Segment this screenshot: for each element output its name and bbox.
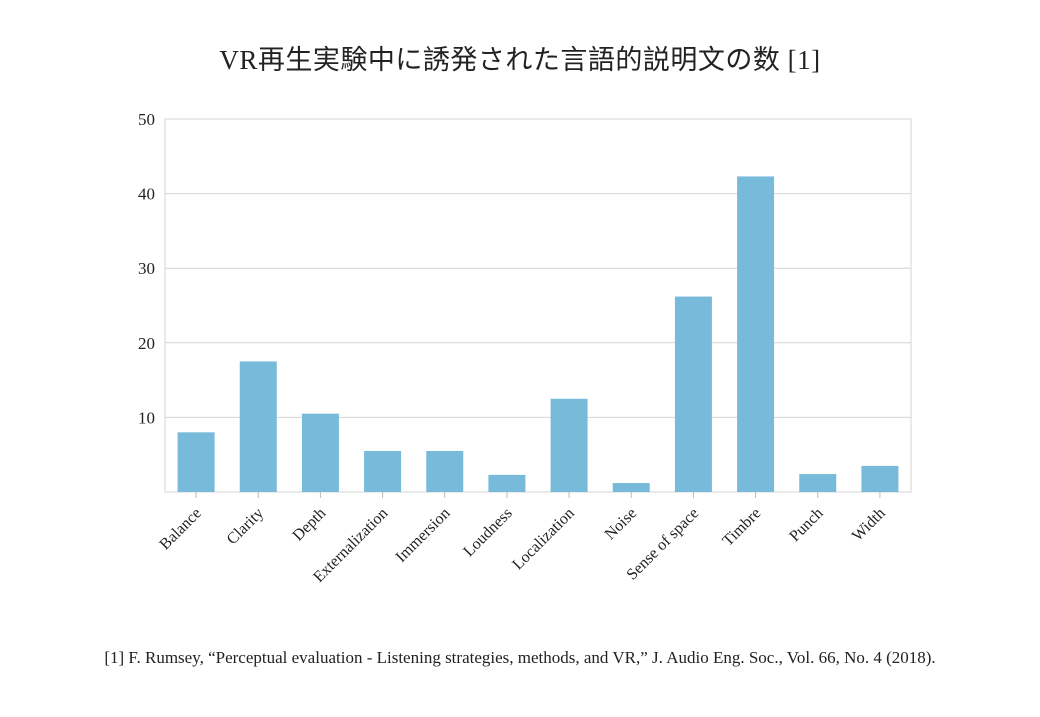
bar-localization <box>550 398 588 492</box>
bar-clarity <box>239 361 277 492</box>
grid-lines <box>165 118 911 418</box>
bar-externalization <box>364 450 402 492</box>
x-tick-label: Width <box>849 505 889 545</box>
bar-noise <box>612 483 650 492</box>
x-tick-label: Immersion <box>393 505 454 566</box>
y-tick-label: 40 <box>138 185 155 204</box>
chart-title: VR再生実験中に誘発された言語的説明文の数 [1] <box>219 45 821 75</box>
x-tick-label: Noise <box>602 505 640 543</box>
x-tick-label: Timbre <box>719 505 764 550</box>
bar-loudness <box>488 474 526 492</box>
y-tick-label: 50 <box>138 110 155 129</box>
y-tick-label: 20 <box>138 334 155 353</box>
x-tick-label: Localization <box>509 505 578 574</box>
bar-punch <box>799 474 837 492</box>
x-tick-label: Depth <box>290 505 330 545</box>
bar-immersion <box>426 450 464 492</box>
citation: [1] F. Rumsey, “Perceptual evaluation - … <box>104 648 936 667</box>
x-tick-label: Punch <box>786 505 826 545</box>
y-tick-label: 30 <box>138 259 155 278</box>
bar-timbre <box>737 176 775 492</box>
bar-sense-of-space <box>674 296 712 492</box>
plot-frame <box>164 118 912 493</box>
bars <box>177 176 899 492</box>
bar-width <box>861 465 899 492</box>
y-axis: 10 20 30 40 50 <box>138 110 155 427</box>
x-tick-label: Balance <box>156 505 204 553</box>
bar-balance <box>177 432 215 492</box>
x-tick-label: Clarity <box>224 505 267 548</box>
x-tick-label: Loudness <box>460 505 515 560</box>
bar-depth <box>301 413 339 492</box>
y-tick-label: 10 <box>138 408 155 427</box>
